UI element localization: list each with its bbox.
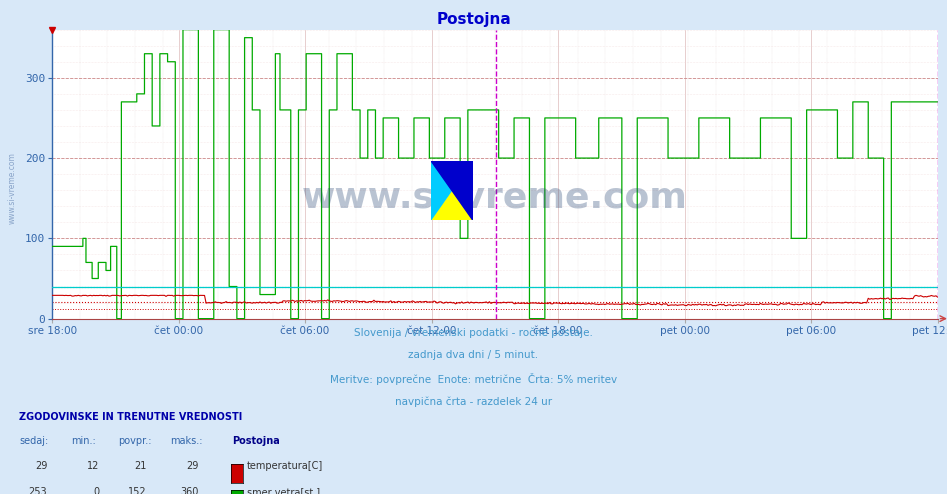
Text: sedaj:: sedaj: <box>19 436 48 446</box>
Text: 0: 0 <box>94 487 99 494</box>
Polygon shape <box>431 161 473 220</box>
Text: 21: 21 <box>134 461 147 471</box>
Text: Meritve: povprečne  Enote: metrične  Črta: 5% meritev: Meritve: povprečne Enote: metrične Črta:… <box>330 373 617 385</box>
Text: smer vetra[st.]: smer vetra[st.] <box>247 487 320 494</box>
Text: 12: 12 <box>87 461 99 471</box>
Text: 360: 360 <box>181 487 199 494</box>
Text: 29: 29 <box>35 461 47 471</box>
Text: 29: 29 <box>187 461 199 471</box>
Polygon shape <box>431 161 452 220</box>
Text: Postojna: Postojna <box>437 12 510 27</box>
Text: 152: 152 <box>128 487 147 494</box>
Text: temperatura[C]: temperatura[C] <box>247 461 324 471</box>
Text: 253: 253 <box>28 487 47 494</box>
Text: ZGODOVINSKE IN TRENUTNE VREDNOSTI: ZGODOVINSKE IN TRENUTNE VREDNOSTI <box>19 412 242 422</box>
Text: min.:: min.: <box>71 436 96 446</box>
Text: www.si-vreme.com: www.si-vreme.com <box>8 152 17 224</box>
Text: maks.:: maks.: <box>170 436 203 446</box>
Text: Slovenija / vremenski podatki - ročne postaje.: Slovenija / vremenski podatki - ročne po… <box>354 327 593 337</box>
Text: povpr.:: povpr.: <box>118 436 152 446</box>
Polygon shape <box>431 161 473 220</box>
Text: www.si-vreme.com: www.si-vreme.com <box>302 180 688 214</box>
Text: zadnja dva dni / 5 minut.: zadnja dva dni / 5 minut. <box>408 350 539 360</box>
Text: Postojna: Postojna <box>232 436 279 446</box>
Text: navpična črta - razdelek 24 ur: navpična črta - razdelek 24 ur <box>395 397 552 407</box>
